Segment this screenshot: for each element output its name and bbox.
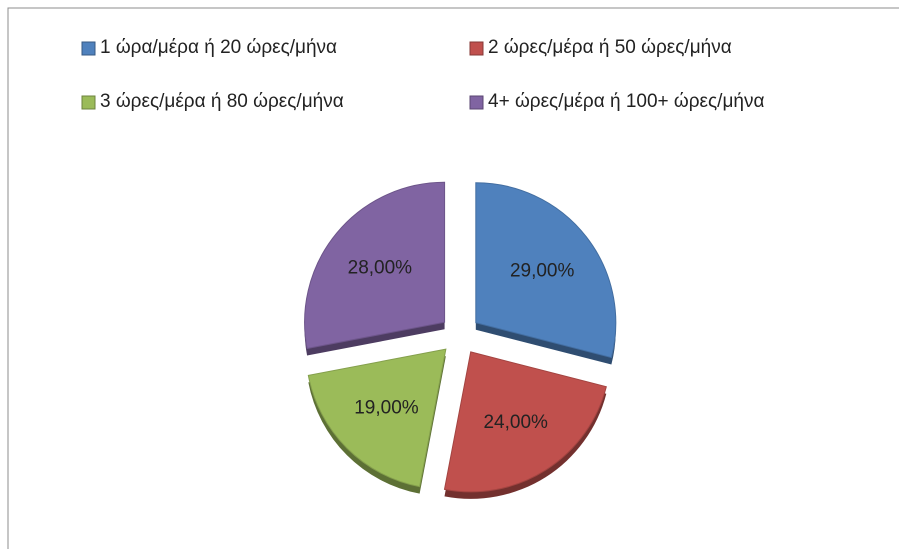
slice <box>304 181 446 350</box>
legend-label: 4+ ώρες/μέρα ή 100+ ώρες/μήνα <box>488 91 764 112</box>
legend-marker <box>469 41 484 56</box>
legend-marker <box>81 41 96 56</box>
data-label: 29,00% <box>510 260 575 281</box>
slice <box>307 348 447 488</box>
legend-marker <box>81 95 96 110</box>
data-label: 24,00% <box>483 412 548 433</box>
slice <box>443 351 607 493</box>
slice <box>475 182 617 359</box>
data-label: 28,00% <box>348 258 413 279</box>
legend-label: 3 ώρες/μέρα ή 80 ώρες/μήνα <box>100 91 344 112</box>
chart-frame <box>7 7 899 549</box>
legend-label: 2 ώρες/μέρα ή 50 ώρες/μήνα <box>488 37 732 58</box>
data-label: 19,00% <box>354 398 419 419</box>
legend-label: 1 ώρα/μέρα ή 20 ώρες/μήνα <box>100 37 337 58</box>
legend-marker <box>469 95 484 110</box>
